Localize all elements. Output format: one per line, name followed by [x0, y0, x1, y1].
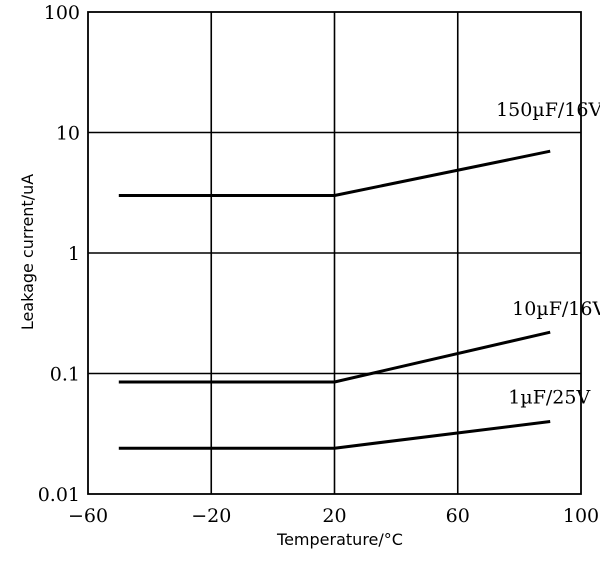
x-axis-label: Temperature/°C	[276, 530, 403, 549]
x-tick-labels: −60 −20 20 60 100	[68, 505, 599, 527]
y-tick-label: 1	[68, 243, 80, 265]
grid-lines	[88, 12, 581, 494]
y-tick-label: 10	[56, 123, 80, 145]
plot-frame	[87, 11, 582, 495]
series-label-1: 10µF/16V	[512, 298, 600, 320]
x-tick-label: 60	[446, 505, 470, 527]
y-tick-label: 0.01	[38, 484, 80, 506]
series-line-0	[118, 149, 551, 197]
x-tick-label: −20	[191, 505, 231, 527]
series-lines	[118, 149, 551, 450]
x-tick-label: 100	[563, 505, 599, 527]
y-tick-label: 0.1	[50, 364, 80, 386]
y-tick-labels: 0.01 0.1 1 10 100	[38, 2, 80, 506]
series-label-2: 1µF/25V	[508, 386, 590, 408]
series-line-2	[118, 420, 551, 450]
x-tick-label: −60	[68, 505, 108, 527]
series-line-1	[118, 330, 551, 384]
y-axis-label: Leakage current/uA	[18, 174, 37, 330]
series-labels: 150µF/16V 10µF/16V 1µF/25V	[496, 99, 600, 408]
y-tick-label: 100	[44, 2, 80, 24]
series-label-0: 150µF/16V	[496, 99, 600, 121]
x-tick-label: 20	[322, 505, 346, 527]
